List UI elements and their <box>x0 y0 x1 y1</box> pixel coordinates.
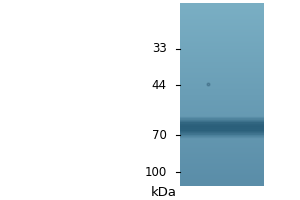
Bar <box>180 124 264 125</box>
Bar <box>180 134 264 135</box>
Bar <box>180 132 264 133</box>
Bar <box>180 130 264 131</box>
Bar <box>180 130 264 131</box>
Bar <box>180 125 264 127</box>
Bar <box>180 134 264 135</box>
Bar <box>180 135 264 136</box>
Bar <box>180 119 264 120</box>
Bar <box>180 129 264 130</box>
Bar <box>180 136 264 137</box>
Bar <box>180 120 264 121</box>
Bar <box>180 124 264 125</box>
Bar <box>180 126 264 127</box>
Bar <box>180 123 264 124</box>
Bar <box>180 128 264 129</box>
Bar <box>180 135 264 136</box>
Bar <box>180 129 264 130</box>
Bar <box>180 133 264 134</box>
Bar <box>180 121 264 122</box>
Text: 70: 70 <box>152 129 166 142</box>
Bar <box>180 133 264 135</box>
Bar <box>180 127 264 128</box>
Bar <box>180 121 264 122</box>
Bar <box>180 117 264 118</box>
Bar <box>180 128 264 129</box>
Text: 100: 100 <box>144 166 166 179</box>
Bar <box>180 122 264 123</box>
Bar <box>180 133 264 134</box>
Bar <box>180 121 264 123</box>
Bar <box>180 131 264 132</box>
Bar <box>180 124 264 125</box>
Bar <box>180 132 264 133</box>
Text: 33: 33 <box>152 42 167 55</box>
Bar <box>180 134 264 136</box>
Bar <box>180 117 264 118</box>
Bar <box>180 117 264 118</box>
Bar <box>180 137 264 139</box>
Bar <box>180 118 264 120</box>
Bar <box>180 118 264 119</box>
Bar <box>180 134 264 135</box>
Bar <box>180 136 264 137</box>
Bar <box>180 126 264 127</box>
Bar <box>180 123 264 124</box>
Bar <box>180 126 264 128</box>
Bar <box>180 120 264 121</box>
Bar <box>180 122 264 123</box>
Bar <box>180 130 264 131</box>
Bar <box>180 135 264 136</box>
Bar <box>180 132 264 133</box>
Bar <box>180 130 264 132</box>
Bar <box>180 116 264 117</box>
Text: kDa: kDa <box>151 186 177 199</box>
Bar <box>180 137 264 138</box>
Bar <box>180 120 264 121</box>
Bar <box>180 122 264 124</box>
Bar <box>180 127 264 128</box>
Bar <box>180 128 264 129</box>
Bar <box>180 119 264 120</box>
Bar <box>180 136 264 137</box>
Bar <box>180 125 264 126</box>
Bar <box>180 123 264 124</box>
Bar <box>180 129 264 131</box>
Bar <box>180 117 264 119</box>
Bar <box>180 122 264 123</box>
Bar <box>180 125 264 126</box>
Bar <box>180 129 264 130</box>
Bar <box>180 131 264 132</box>
Bar <box>180 118 264 119</box>
Bar <box>180 137 264 138</box>
Bar <box>180 127 264 128</box>
Bar <box>180 120 264 121</box>
Text: 44: 44 <box>152 79 166 92</box>
Bar <box>180 118 264 119</box>
Bar <box>180 128 264 129</box>
Bar <box>180 126 264 127</box>
Bar <box>180 137 264 138</box>
Bar <box>180 133 264 134</box>
Bar <box>180 124 264 125</box>
Bar <box>180 119 264 120</box>
Bar <box>180 132 264 133</box>
Bar <box>180 131 264 132</box>
Bar <box>180 125 264 126</box>
Bar <box>180 121 264 122</box>
Bar <box>180 136 264 137</box>
